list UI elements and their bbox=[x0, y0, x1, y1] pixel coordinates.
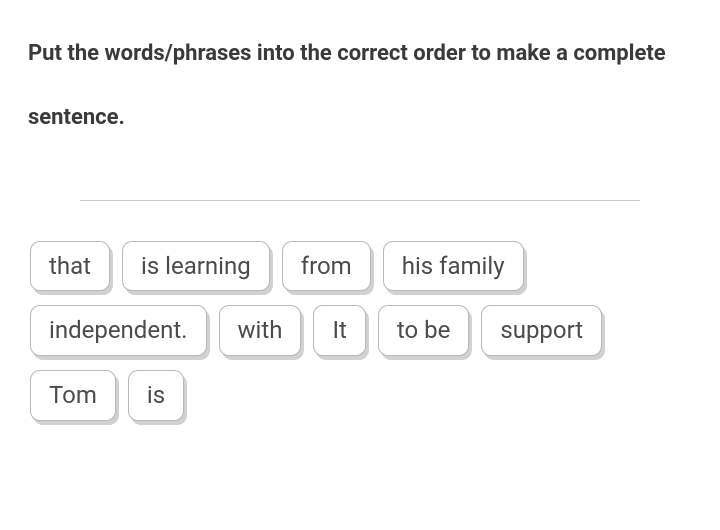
word-tile[interactable]: with bbox=[219, 305, 302, 356]
drop-target-line[interactable] bbox=[80, 200, 640, 201]
word-tile[interactable]: that bbox=[30, 241, 110, 292]
word-tile[interactable]: It bbox=[313, 305, 365, 356]
instruction-text: Put the words/phrases into the correct o… bbox=[28, 22, 692, 150]
word-tile[interactable]: from bbox=[282, 241, 371, 292]
word-tile[interactable]: support bbox=[481, 305, 602, 356]
word-tile[interactable]: to be bbox=[378, 305, 469, 356]
word-tile[interactable]: is bbox=[128, 370, 184, 421]
word-tile[interactable]: his family bbox=[383, 241, 524, 292]
word-tile[interactable]: independent. bbox=[30, 305, 207, 356]
word-tile-container: that is learning from his family indepen… bbox=[28, 241, 692, 421]
word-tile[interactable]: Tom bbox=[30, 370, 116, 421]
word-tile[interactable]: is learning bbox=[122, 241, 270, 292]
